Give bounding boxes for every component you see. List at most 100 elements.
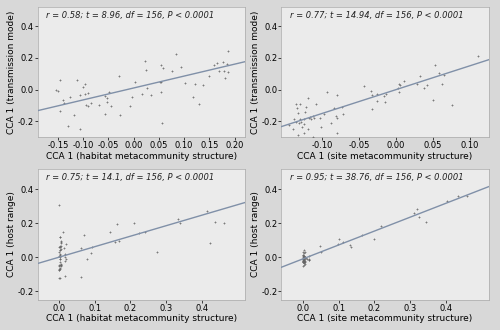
Point (52, 87, 60, 93)
Point (62, 256, 70, 262)
Point (104, 90, 112, 95)
Point (79, 84, 87, 89)
Point (57, 244, 65, 249)
Point (300, 252, 308, 258)
Point (60, 254, 68, 259)
Point (290, 116, 298, 121)
Point (300, 256, 308, 262)
Y-axis label: CCA 1 (host range): CCA 1 (host range) (251, 191, 260, 277)
Point (300, 261, 308, 266)
Point (300, 257, 308, 263)
Point (56, 251, 64, 256)
Point (56, 256, 64, 262)
Point (55, 264, 63, 269)
Point (142, 58, 150, 63)
Point (299, 258, 307, 264)
Point (300, 256, 308, 262)
Point (454, 193, 462, 198)
Point (300, 257, 308, 262)
Point (436, 71, 444, 76)
Point (213, 60, 221, 66)
Point (57, 262, 65, 267)
Point (300, 253, 308, 258)
Point (56, 250, 64, 255)
Point (86, 100, 94, 106)
Point (116, 112, 124, 117)
Point (156, 79, 164, 84)
Point (300, 260, 308, 265)
Point (60, 258, 68, 263)
Point (300, 249, 308, 254)
Point (304, 96, 312, 101)
Point (310, 115, 318, 121)
Point (128, 94, 136, 99)
Point (429, 98, 437, 103)
Point (316, 244, 324, 249)
Point (300, 255, 308, 260)
Point (338, 105, 346, 110)
Point (126, 104, 134, 109)
Point (84, 256, 92, 261)
Point (76, 92, 84, 98)
Point (176, 65, 184, 70)
Point (422, 82, 430, 87)
Point (76, 126, 84, 131)
Point (131, 79, 139, 84)
Point (156, 62, 164, 67)
Point (172, 52, 180, 57)
Point (332, 113, 340, 118)
Point (381, 100, 389, 105)
Point (300, 259, 308, 265)
Point (360, 83, 368, 89)
Point (56, 254, 64, 260)
Text: r = 0.95; t = 38.76, df = 156, P < 0.0001: r = 0.95; t = 38.76, df = 156, P < 0.000… (290, 173, 464, 182)
Point (199, 82, 207, 87)
Point (78, 274, 86, 279)
Point (218, 60, 226, 65)
Point (443, 198, 451, 204)
Point (56, 202, 64, 207)
Point (60, 100, 68, 106)
Point (168, 68, 176, 73)
Point (101, 111, 109, 116)
Point (305, 258, 313, 263)
Point (302, 255, 310, 261)
Point (300, 256, 308, 261)
Text: r = 0.58; t = 8.96, df = 156, P < 0.0001: r = 0.58; t = 8.96, df = 156, P < 0.0001 (46, 11, 214, 20)
Point (84, 90, 92, 96)
Point (56, 234, 64, 240)
X-axis label: CCA 1 (site metacommunity structure): CCA 1 (site metacommunity structure) (298, 314, 472, 323)
Point (400, 78, 408, 83)
Point (474, 53, 482, 59)
Point (55, 266, 63, 272)
X-axis label: CCA 1 (habitat metacommunity structure): CCA 1 (habitat metacommunity structure) (46, 314, 236, 323)
Point (210, 62, 218, 67)
Point (87, 250, 95, 255)
Point (66, 95, 74, 100)
Point (395, 89, 403, 95)
Point (320, 112, 328, 117)
Point (148, 92, 156, 98)
Point (312, 102, 320, 107)
Point (395, 82, 403, 87)
Point (339, 111, 347, 116)
Point (61, 251, 69, 257)
Point (64, 123, 72, 129)
Point (300, 247, 308, 252)
Point (56, 260, 64, 265)
Point (206, 241, 214, 246)
Point (285, 122, 293, 127)
Point (294, 132, 302, 138)
Point (88, 245, 96, 250)
Point (135, 231, 143, 236)
Point (316, 250, 324, 255)
Point (300, 253, 308, 258)
Point (300, 255, 308, 260)
Point (438, 82, 446, 87)
Point (224, 62, 232, 67)
Point (56, 239, 64, 244)
Point (296, 141, 304, 147)
Point (302, 110, 310, 115)
Point (368, 93, 376, 98)
Point (138, 91, 146, 97)
